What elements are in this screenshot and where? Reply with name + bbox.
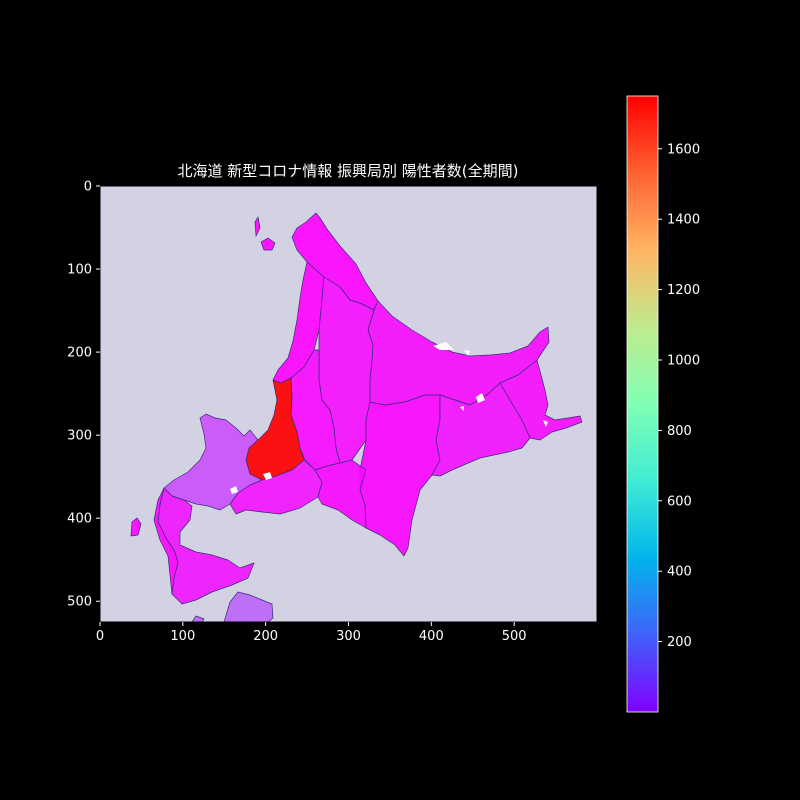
lake-notoro	[476, 393, 485, 403]
chart-title: 北海道 新型コロナ情報 振興局別 陽性者数(全期間)	[177, 162, 518, 180]
region-aomori-fragment	[223, 591, 274, 622]
lake-small-2	[460, 406, 464, 411]
region-nemuro	[499, 359, 583, 441]
x-tick-label: 200	[253, 629, 278, 644]
colorbar-axis: 200 400 600 800 1000 1200 1400 1600	[658, 142, 700, 650]
y-tick-label: 300	[67, 429, 92, 444]
colorbar-tick-label: 1400	[667, 213, 700, 228]
x-tick-label: 500	[502, 629, 527, 644]
map-regions	[130, 212, 583, 622]
colorbar-tick-label: 1600	[667, 142, 700, 157]
colorbar-tick-label: 800	[667, 424, 692, 439]
region-shiribeshi	[163, 413, 263, 511]
y-tick-label: 400	[67, 512, 92, 527]
x-tick-label: 400	[419, 629, 444, 644]
x-tick-label: 0	[96, 629, 104, 644]
y-tick-label: 0	[84, 180, 92, 195]
lake-small-1	[464, 350, 470, 356]
island-okushiri	[130, 517, 142, 537]
region-aomori-small	[191, 615, 205, 622]
colorbar	[626, 95, 659, 713]
y-axis: 0 100 200 300 400 500	[67, 180, 100, 610]
colorbar-tick-label: 1000	[667, 354, 700, 369]
y-tick-label: 200	[67, 346, 92, 361]
region-hiyama	[153, 487, 179, 595]
lake-shikotsu	[263, 472, 272, 480]
colorbar-tick-label: 1200	[667, 283, 700, 298]
colorbar-tick-label: 400	[667, 565, 692, 580]
colorbar-tick-label: 600	[667, 494, 692, 509]
lake-small-3	[543, 420, 548, 427]
y-tick-label: 100	[67, 263, 92, 278]
x-tick-label: 100	[170, 629, 195, 644]
x-axis: 0 100 200 300 400 500	[96, 622, 527, 644]
island-rishiri	[260, 237, 276, 251]
region-hidaka	[314, 459, 367, 529]
y-tick-label: 500	[67, 595, 92, 610]
colorbar-tick-label: 200	[667, 635, 692, 650]
x-tick-label: 300	[336, 629, 361, 644]
island-rebun	[254, 216, 261, 237]
lake-toya	[230, 486, 238, 494]
lake-saroma	[433, 342, 454, 350]
region-kushiro	[431, 382, 531, 477]
